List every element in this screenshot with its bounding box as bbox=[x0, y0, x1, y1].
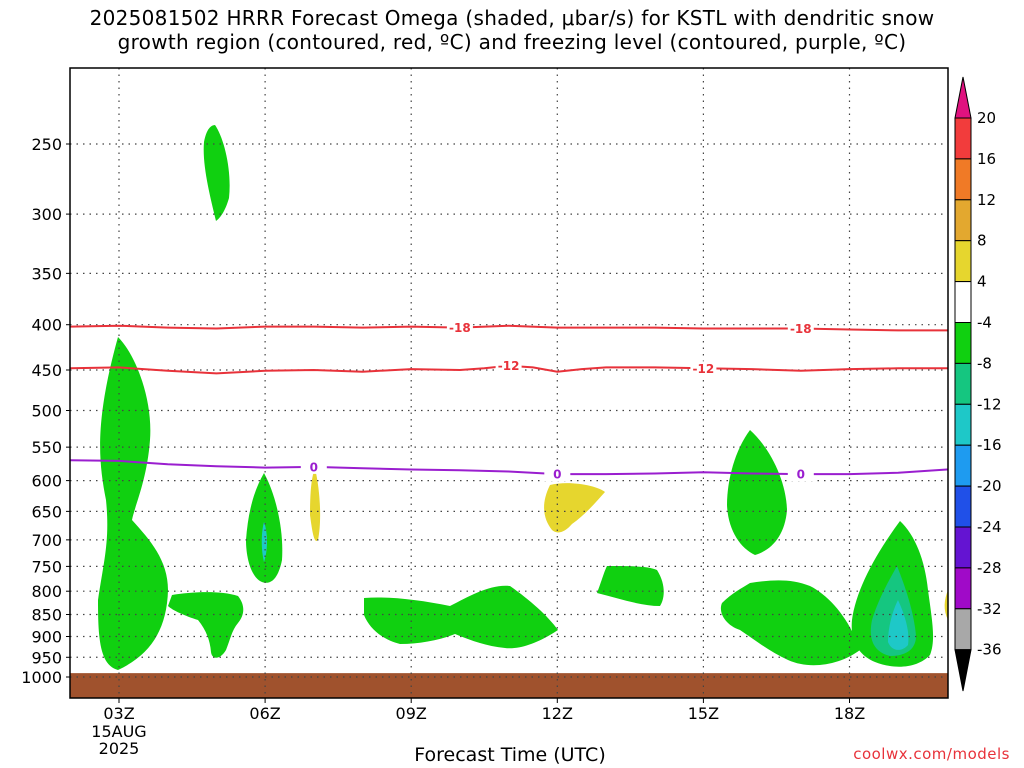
y-tick-label: 350 bbox=[31, 264, 62, 283]
colorbar-tick-label: -24 bbox=[977, 518, 1002, 536]
colorbar-arrow-bottom bbox=[954, 649, 972, 692]
y-tick-label: 650 bbox=[31, 502, 62, 521]
colorbar-arrow-top bbox=[954, 76, 972, 119]
title-line-1: 2025081502 HRRR Forecast Omega (shaded, … bbox=[89, 6, 935, 30]
colorbar-tick-label: -4 bbox=[977, 314, 992, 332]
y-tick-label: 600 bbox=[31, 472, 62, 491]
y-tick-label: 1000 bbox=[21, 668, 62, 687]
x-tick-label: 12Z bbox=[542, 704, 573, 723]
contour-label: -12 bbox=[693, 362, 715, 376]
omega-region bbox=[944, 590, 948, 620]
contour-dgz_-12 bbox=[70, 364, 948, 375]
contour-label-bg bbox=[787, 467, 814, 482]
omega-region bbox=[888, 600, 909, 650]
plot-frame bbox=[69, 67, 949, 699]
contour-lines bbox=[70, 324, 948, 476]
colorbar-tick-label: 8 bbox=[977, 232, 987, 250]
contour-labels: -18 -18 -12 -12 0 0 0 bbox=[300, 320, 814, 482]
contour-label-bg bbox=[690, 361, 717, 376]
colorbar-swatch bbox=[954, 608, 972, 651]
y-tick-label: 950 bbox=[31, 648, 62, 667]
y-axis: 250 300 350 400 450 500 550 600 650 700 750 800 850 9… bbox=[21, 135, 70, 687]
title-line-2: growth region (contoured, red, ºC) and f… bbox=[117, 30, 907, 54]
contour-label-bg bbox=[544, 467, 571, 482]
x-axis-label: Forecast Time (UTC) bbox=[414, 744, 606, 766]
chart-title: 2025081502 HRRR Forecast Omega (shaded, … bbox=[0, 6, 1024, 54]
colorbar: 20 16 12 8 4 -4 -8 -12 -16 -20 -24 -28 -32 -36 bbox=[954, 76, 1002, 692]
colorbar-swatch bbox=[954, 117, 972, 160]
grid-lines bbox=[70, 68, 948, 698]
omega-region bbox=[310, 468, 321, 541]
x-tick-label: 06Z bbox=[249, 704, 280, 723]
omega-shading bbox=[70, 125, 948, 698]
contour-label-bg bbox=[495, 358, 522, 373]
contour-label-bg bbox=[787, 321, 814, 336]
colorbar-tick-label: -20 bbox=[977, 477, 1002, 495]
surface-fill bbox=[70, 673, 948, 698]
colorbar-swatch bbox=[954, 281, 972, 324]
colorbar-swatch bbox=[954, 158, 972, 201]
colorbar-swatch bbox=[954, 567, 972, 610]
colorbar-swatch bbox=[954, 526, 972, 569]
colorbar-swatch bbox=[954, 322, 972, 364]
y-tick-label: 400 bbox=[31, 316, 62, 335]
contour-label: 0 bbox=[797, 468, 805, 482]
omega-region bbox=[720, 580, 860, 666]
contour-label: -18 bbox=[449, 321, 471, 335]
y-tick-label: 300 bbox=[31, 205, 62, 224]
colorbar-tick-label: 16 bbox=[977, 150, 996, 168]
colorbar-tick-label: -16 bbox=[977, 436, 1002, 454]
contour-label: -12 bbox=[498, 359, 520, 373]
colorbar-tick-label: 20 bbox=[977, 109, 996, 127]
y-tick-label: 700 bbox=[31, 531, 62, 550]
colorbar-swatch bbox=[954, 362, 972, 405]
colorbar-swatch bbox=[954, 199, 972, 242]
omega-region bbox=[203, 125, 230, 221]
y-tick-label: 500 bbox=[31, 402, 62, 421]
colorbar-swatch bbox=[954, 403, 972, 446]
colorbar-swatch bbox=[954, 485, 972, 528]
omega-region bbox=[544, 483, 605, 533]
colorbar-tick-label: 4 bbox=[977, 273, 987, 291]
contour-label: -18 bbox=[790, 322, 812, 336]
colorbar-swatch bbox=[954, 444, 972, 487]
contour-label-bg bbox=[446, 320, 473, 335]
y-tick-label: 800 bbox=[31, 582, 62, 601]
y-tick-label: 250 bbox=[31, 135, 62, 154]
colorbar-tick-label: -32 bbox=[977, 600, 1002, 618]
y-tick-label: 450 bbox=[31, 361, 62, 380]
y-tick-label: 550 bbox=[31, 438, 62, 457]
x-tick-sublabel: 15AUG bbox=[91, 722, 146, 741]
contour-label: 0 bbox=[310, 460, 318, 474]
x-tick-sublabel: 2025 bbox=[99, 739, 140, 758]
omega-region bbox=[597, 566, 664, 606]
y-tick-label: 750 bbox=[31, 557, 62, 576]
omega-region bbox=[261, 522, 267, 562]
omega-region bbox=[364, 585, 558, 649]
x-tick-label: 15Z bbox=[688, 704, 719, 723]
y-tick-label: 850 bbox=[31, 606, 62, 625]
y-tick-label: 900 bbox=[31, 627, 62, 646]
source-credit: coolwx.com/models bbox=[853, 745, 1010, 763]
x-tick-label: 03Z bbox=[103, 704, 134, 723]
omega-region bbox=[727, 430, 787, 555]
colorbar-tick-label: -36 bbox=[977, 641, 1002, 659]
x-tick-label: 09Z bbox=[396, 704, 427, 723]
contour-label: 0 bbox=[553, 468, 561, 482]
contour-label-bg bbox=[300, 459, 327, 474]
colorbar-tick-label: 12 bbox=[977, 191, 996, 209]
colorbar-tick-label: -8 bbox=[977, 354, 992, 372]
contour-freezing_level_0 bbox=[70, 459, 948, 476]
x-tick-label: 18Z bbox=[834, 704, 865, 723]
omega-region bbox=[98, 337, 168, 670]
colorbar-tick-label: -12 bbox=[977, 395, 1002, 413]
omega-region bbox=[168, 592, 244, 658]
colorbar-swatch bbox=[954, 240, 972, 283]
contour-dgz_-18 bbox=[70, 324, 948, 332]
colorbar-tick-label: -28 bbox=[977, 559, 1002, 577]
